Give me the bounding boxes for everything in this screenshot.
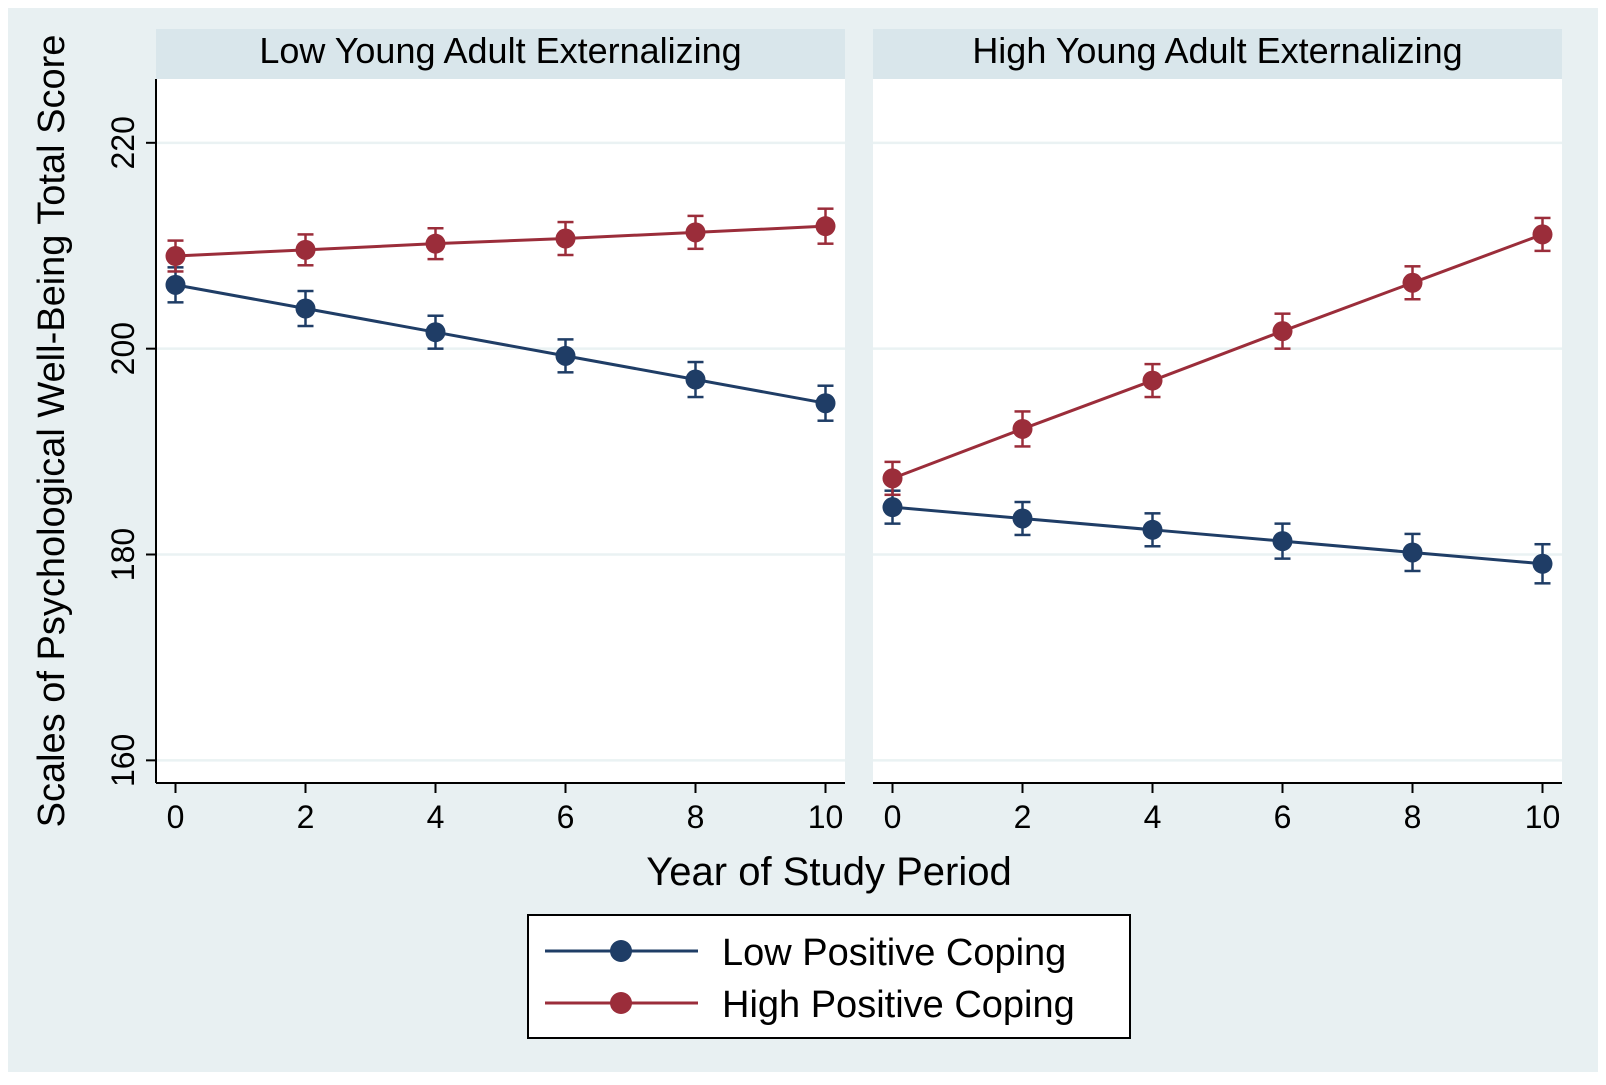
x-axis-title: Year of Study Period <box>646 850 1011 894</box>
panel-title: High Young Adult Externalizing <box>972 30 1462 71</box>
x-tick-label: 2 <box>1014 799 1032 835</box>
x-tick-label: 8 <box>1404 799 1422 835</box>
plot-area <box>873 79 1562 783</box>
legend-label: High Positive Coping <box>722 984 1075 1026</box>
x-tick-label: 4 <box>1144 799 1162 835</box>
series-line <box>175 283 826 405</box>
x-tick-label: 2 <box>297 799 315 835</box>
data-point <box>165 246 186 267</box>
data-point <box>425 233 446 254</box>
x-tick-label: 10 <box>1525 799 1561 835</box>
data-point <box>1012 418 1033 439</box>
legend-box <box>527 914 1131 1039</box>
panel-title: Low Young Adult Externalizing <box>259 30 741 71</box>
series-line <box>891 233 1544 480</box>
y-tick-label: 180 <box>105 528 141 581</box>
x-tick-label: 8 <box>687 799 705 835</box>
data-point <box>1272 321 1293 342</box>
y-axis-title: Scales of Psychological Well-Being Total… <box>31 35 73 828</box>
x-tick-label: 4 <box>427 799 445 835</box>
data-point <box>1532 224 1553 245</box>
data-point <box>1142 370 1163 391</box>
data-point <box>815 393 836 414</box>
data-point <box>882 468 903 489</box>
series-line <box>175 224 826 258</box>
data-point <box>815 216 836 237</box>
data-point <box>1402 272 1423 293</box>
data-point <box>1142 519 1163 540</box>
data-point <box>1272 531 1293 552</box>
data-point <box>555 228 576 249</box>
data-point <box>1012 508 1033 529</box>
panel-strip <box>156 29 845 79</box>
data-point <box>295 298 316 319</box>
data-point <box>1532 553 1553 574</box>
panel-strip <box>873 29 1562 79</box>
legend-label: Low Positive Coping <box>722 932 1066 974</box>
data-point <box>425 322 446 343</box>
y-tick-label: 160 <box>105 734 141 787</box>
legend-marker <box>610 992 632 1014</box>
y-tick-label: 220 <box>105 116 141 169</box>
series-line <box>892 505 1543 566</box>
data-point <box>555 345 576 366</box>
x-tick-label: 0 <box>167 799 185 835</box>
data-point <box>295 239 316 260</box>
data-point <box>685 222 706 243</box>
plot-area <box>156 79 845 783</box>
data-point <box>1402 542 1423 563</box>
x-tick-label: 6 <box>1274 799 1292 835</box>
data-point <box>685 369 706 390</box>
x-tick-label: 10 <box>808 799 844 835</box>
x-tick-label: 0 <box>884 799 902 835</box>
x-tick-label: 6 <box>557 799 575 835</box>
data-point <box>882 497 903 518</box>
y-tick-label: 200 <box>105 322 141 375</box>
legend-marker <box>610 940 632 962</box>
data-point <box>165 274 186 295</box>
